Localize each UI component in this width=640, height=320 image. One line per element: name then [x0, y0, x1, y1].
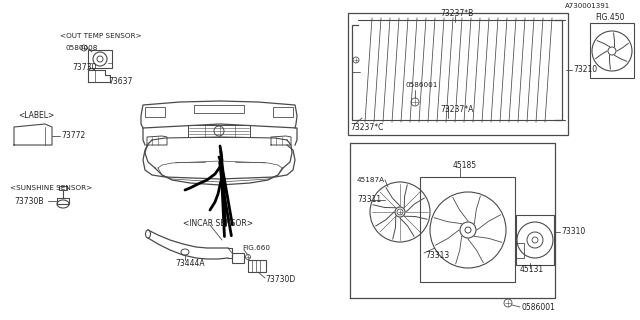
Text: <INCAR SENSOR>: <INCAR SENSOR>: [183, 219, 253, 228]
Bar: [194, 105, 244, 113]
Text: 73730B: 73730B: [14, 196, 44, 205]
Bar: [590, 23, 634, 78]
Text: 73311: 73311: [357, 196, 381, 204]
Text: 73313: 73313: [425, 251, 449, 260]
Bar: [188, 125, 250, 137]
Text: 73237*B: 73237*B: [440, 10, 473, 19]
Text: 73444A: 73444A: [175, 260, 205, 268]
Text: <SUNSHINE SENSOR>: <SUNSHINE SENSOR>: [10, 185, 92, 191]
Text: 73237*C: 73237*C: [350, 124, 383, 132]
Text: A730001391: A730001391: [565, 3, 611, 9]
Text: 45131: 45131: [520, 266, 544, 275]
Text: FIG.450: FIG.450: [595, 13, 625, 22]
Text: 73237*A: 73237*A: [440, 106, 474, 115]
Text: 73730D: 73730D: [265, 276, 295, 284]
Text: 45187A: 45187A: [357, 177, 385, 183]
Text: <LABEL>: <LABEL>: [18, 111, 54, 121]
Text: 0586001: 0586001: [521, 303, 555, 313]
Bar: [348, 13, 568, 135]
Text: FIG.660: FIG.660: [242, 245, 270, 251]
Bar: [516, 243, 524, 258]
Bar: [59, 186, 67, 190]
Bar: [273, 107, 293, 117]
Text: 73637: 73637: [108, 77, 132, 86]
Bar: [88, 50, 112, 68]
Text: 73730: 73730: [72, 63, 97, 73]
Text: 73210: 73210: [573, 66, 597, 75]
Text: 45185: 45185: [453, 161, 477, 170]
Text: 73772: 73772: [61, 132, 85, 140]
Bar: [145, 107, 165, 117]
Bar: [248, 260, 266, 272]
Bar: [420, 177, 515, 282]
Bar: [232, 253, 244, 263]
Bar: [57, 198, 69, 204]
Bar: [516, 215, 554, 265]
Text: 73310: 73310: [561, 228, 585, 236]
Text: 0580008: 0580008: [65, 45, 97, 51]
Text: <OUT TEMP SENSOR>: <OUT TEMP SENSOR>: [60, 33, 141, 39]
Text: 0586001: 0586001: [405, 82, 437, 88]
